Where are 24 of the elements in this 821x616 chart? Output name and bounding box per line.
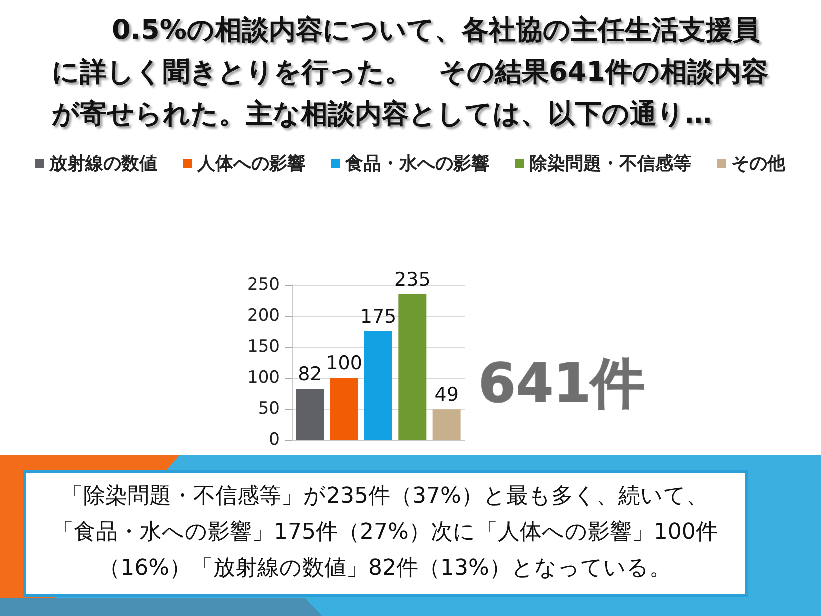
text: 「除染問題・不信感等」が235件（37%）と最も多く、続いて、「食品・水への影響」175件（27%）次に「人体への影響」100件（16%）「放射線の数値」82件（13%）となっている。 [51, 483, 719, 583]
y-tick-label: 150 [248, 337, 280, 357]
bar [364, 332, 392, 440]
data-label: 49 [434, 384, 459, 406]
bar [432, 410, 461, 440]
chart-title: 0.5%の相談内容について、各社協の主任生活支援員に詳しく聞きとりを行った。 その結果641件の相談内容が寄せられた。主な相談内容としては、以下の通り… [52, 14, 770, 132]
y-tick-label: 0 [269, 430, 280, 450]
legend-label: 放射線の数値 [48, 154, 158, 174]
legend-label: 除染問題・不信感等 [530, 154, 692, 174]
bar [398, 294, 427, 440]
text: 641件 [478, 352, 646, 415]
legend-label: 人体への影響 [196, 154, 306, 174]
data-label: 82 [298, 364, 322, 386]
legend-label: 食品・水への影響 [344, 154, 490, 174]
data-label: 235 [394, 268, 431, 291]
data-label: 175 [360, 306, 397, 328]
y-tick-label: 200 [248, 306, 280, 326]
data-label: 100 [326, 352, 362, 374]
bar [296, 389, 324, 440]
y-tick-label: 50 [258, 399, 280, 419]
legend-label: その他 [732, 154, 786, 174]
y-tick-label: 100 [248, 368, 280, 388]
y-tick-label: 250 [248, 275, 280, 295]
bar [330, 378, 358, 440]
